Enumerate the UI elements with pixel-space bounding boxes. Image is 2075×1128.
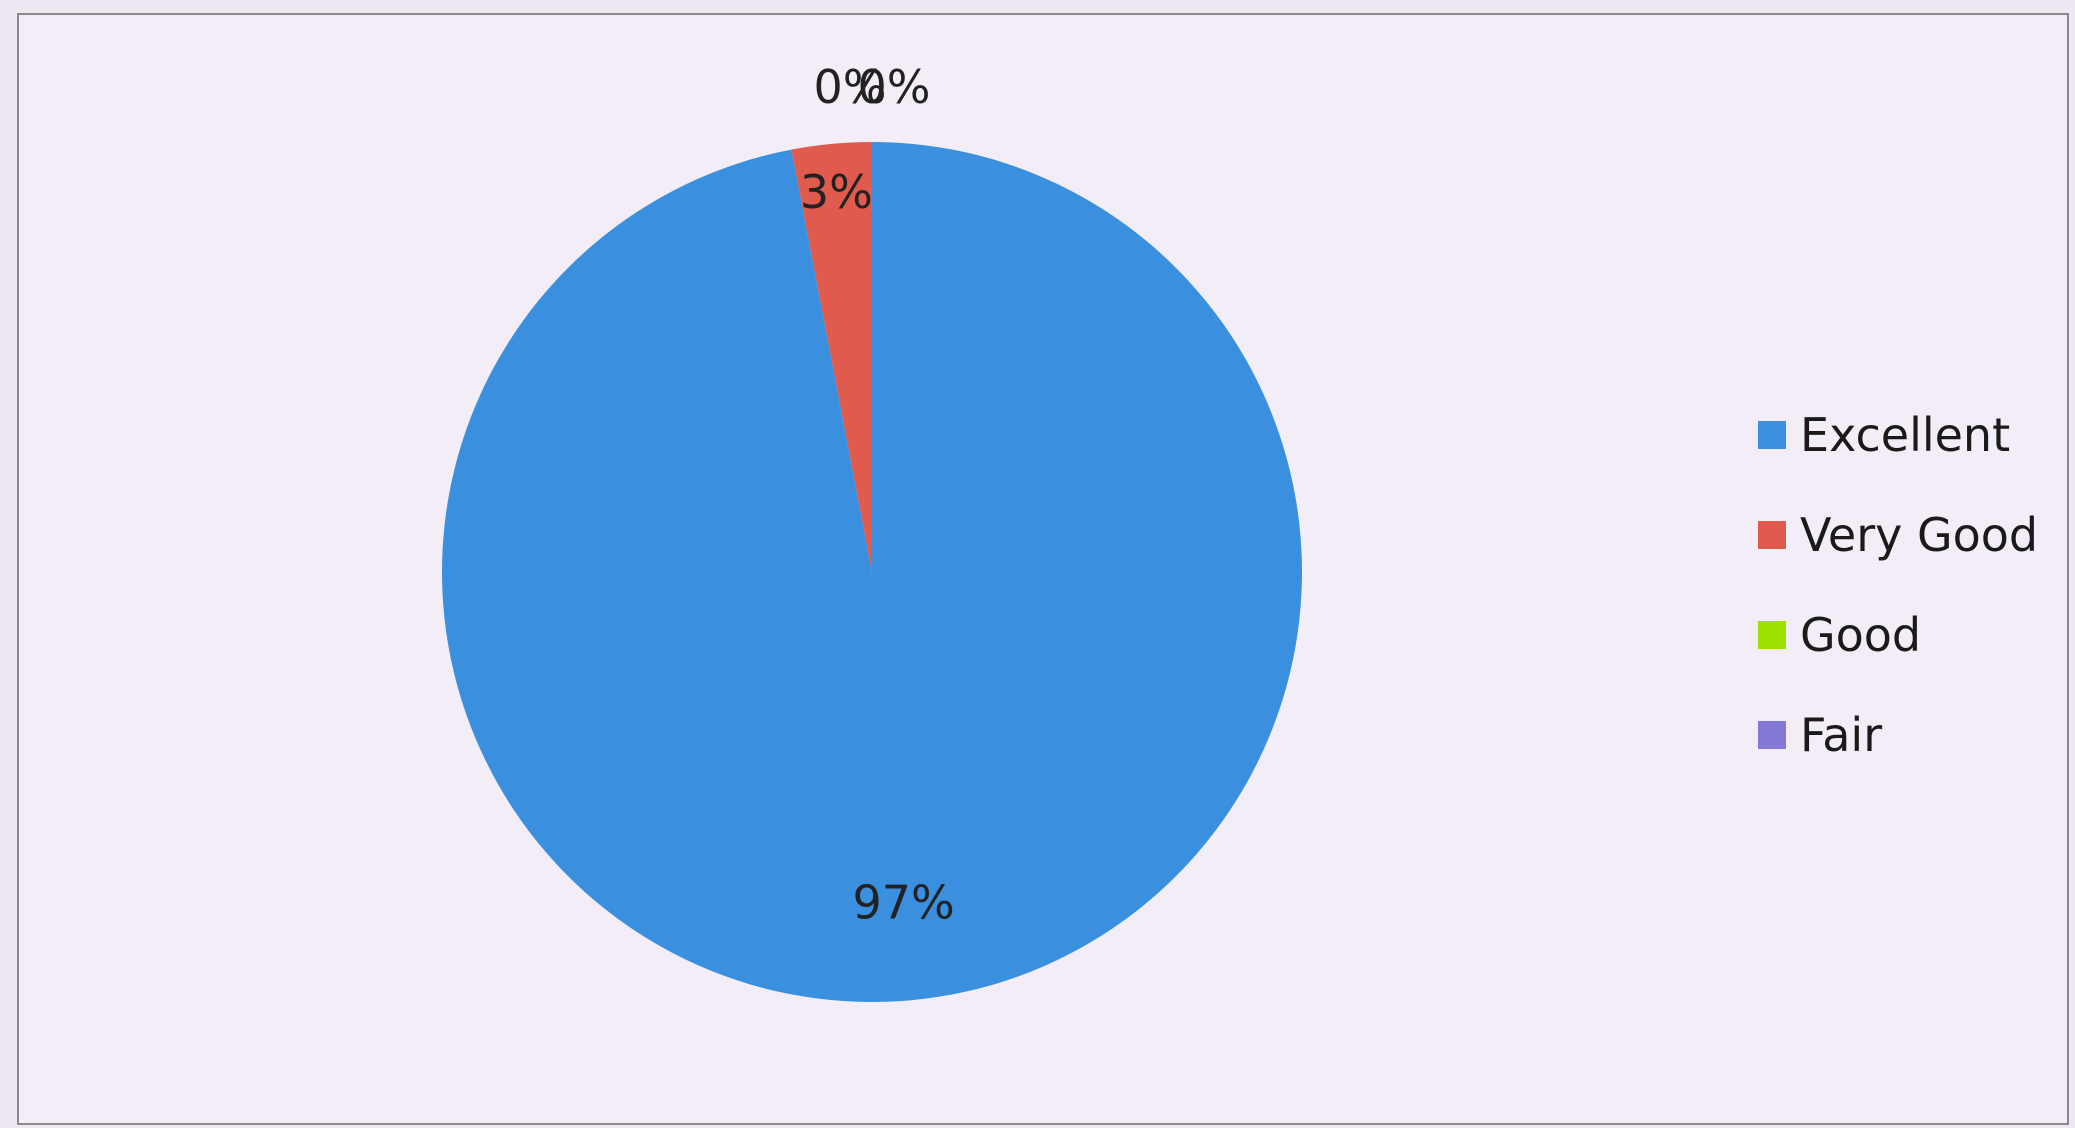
data-label-fair: 0%	[858, 60, 931, 114]
legend-swatch-excellent	[1758, 421, 1786, 449]
legend-item-fair: Fair	[1758, 685, 2038, 785]
data-label-good: 0%	[814, 60, 887, 114]
legend: Excellent Very Good Good Fair	[1758, 385, 2038, 785]
pie-slice-very-good	[791, 142, 872, 572]
legend-swatch-very-good	[1758, 521, 1786, 549]
legend-label-very-good: Very Good	[1800, 508, 2039, 562]
legend-label-excellent: Excellent	[1800, 408, 2011, 462]
legend-label-good: Good	[1800, 608, 1922, 662]
legend-item-very-good: Very Good	[1758, 485, 2038, 585]
legend-label-fair: Fair	[1800, 708, 1883, 762]
legend-swatch-fair	[1758, 721, 1786, 749]
legend-swatch-good	[1758, 621, 1786, 649]
legend-item-excellent: Excellent	[1758, 385, 2038, 485]
legend-item-good: Good	[1758, 585, 2038, 685]
data-label-very-good: 3%	[800, 165, 873, 219]
data-label-excellent: 97%	[852, 875, 954, 929]
